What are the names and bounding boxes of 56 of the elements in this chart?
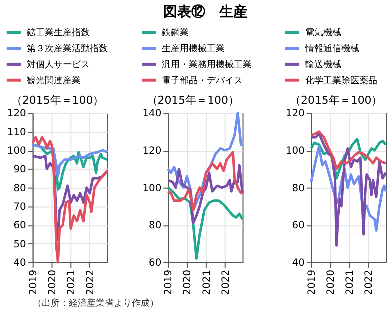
text: （出所：経済産業省より作成）	[32, 298, 159, 310]
legend-label: 第３次産業活動指数	[26, 44, 108, 55]
y-tick-label: 60	[149, 258, 162, 269]
legend-label: 電子部品・デバイス	[162, 75, 244, 86]
y-tick-label: 120	[7, 108, 26, 120]
line-series	[310, 146, 388, 232]
x-tick-label: 2022	[86, 270, 97, 296]
x-tick-label: 2019	[306, 270, 318, 296]
x-tick-label: 2020	[182, 270, 194, 296]
legend-label: 観光関連産業	[26, 75, 81, 86]
y-tick-label: 120	[286, 108, 305, 120]
x-tick-label: 2019	[164, 270, 175, 296]
x-tick-label: 2021	[345, 270, 356, 296]
x-tick-label: 2020	[326, 270, 337, 296]
y-tick-label: 80	[14, 183, 26, 194]
y-tick-label: 40	[292, 258, 305, 269]
legend-label: 化学工業除医薬品	[305, 75, 378, 86]
line-series	[310, 138, 388, 180]
x-tick-label: 2022	[220, 270, 232, 296]
x-tick-label: 2021	[202, 270, 213, 296]
y-tick-label: 80	[292, 183, 305, 194]
x-tick-label: 2019	[28, 270, 40, 296]
y-tick-label: 70	[14, 202, 26, 213]
line-series	[166, 164, 244, 225]
y-tick-label: 140	[142, 108, 162, 120]
legend-label: 対個人サービス	[26, 59, 90, 70]
line-series	[32, 144, 109, 178]
line-series	[166, 186, 244, 260]
legend-label: 鉱工業生産指数	[26, 28, 90, 39]
y-tick-label: 100	[286, 146, 305, 158]
x-tick-label: 2021	[66, 270, 78, 296]
x-tick-label: 2022	[364, 270, 376, 296]
line-series	[166, 151, 244, 212]
line-series	[310, 130, 388, 170]
y-tick-label: 110	[7, 127, 26, 138]
y-axis-title: （2015年＝100）	[290, 94, 383, 107]
legend-label: 電気機械	[305, 28, 342, 39]
legend-label: 輸送機械	[305, 59, 342, 70]
y-tick-label: 50	[14, 239, 26, 250]
y-tick-label: 40	[14, 258, 26, 269]
line-series	[310, 132, 388, 247]
legend-label: 生産用機械工業	[162, 44, 226, 55]
chart-title: 図表⑫ 生産	[163, 4, 248, 21]
legend-label: 鉄鋼業	[162, 28, 190, 39]
y-tick-label: 80	[149, 220, 162, 232]
x-tick-label: 2020	[47, 270, 58, 296]
y-tick-label: 90	[14, 164, 26, 176]
legend-label: 情報通信機械	[304, 44, 360, 55]
legend-label: 汎用・業務用機械工業	[162, 59, 252, 70]
y-tick-label: 100	[7, 146, 26, 158]
y-axis-title: （2015年＝100）	[11, 94, 104, 107]
y-tick-label: 60	[14, 220, 26, 232]
y-tick-label: 120	[142, 146, 162, 158]
y-axis-title: （2015年＝100）	[146, 94, 240, 107]
y-tick-label: 60	[292, 220, 305, 232]
y-tick-label: 100	[142, 183, 162, 194]
